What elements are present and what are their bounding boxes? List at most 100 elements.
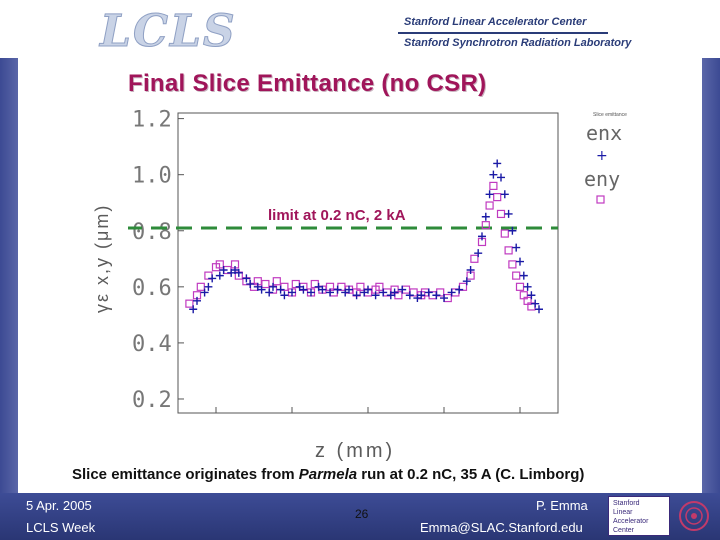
enx-point: [485, 190, 494, 199]
eny-point: [508, 260, 517, 269]
plot-frame: [177, 112, 559, 414]
enx-point: [500, 190, 509, 199]
ssrl-label: Stanford Synchrotron Radiation Laborator…: [404, 37, 632, 49]
slac-badge: Stanford Linear Accelerator Center: [608, 496, 670, 536]
enx-point: [489, 170, 498, 179]
eny-point: [196, 282, 205, 291]
enx-point: [504, 209, 513, 218]
enx-point: [432, 291, 441, 300]
lcls-logo: LCLS: [100, 6, 237, 58]
legend-header: Slice emittance: [593, 112, 627, 118]
slide-caption: Slice emittance originates from Parmela …: [72, 466, 584, 483]
enx-point: [379, 288, 388, 297]
eny-point: [481, 221, 490, 230]
y-axis-ticks: 1.2 1.0 0.8 0.6 0.4 0.2: [132, 108, 184, 413]
footer-event: LCLS Week: [26, 520, 96, 535]
enx-point: [189, 305, 198, 314]
slac-swirl-icon: [679, 501, 709, 531]
x-axis-label: z (mm): [315, 440, 396, 462]
slide-title: Final Slice Emittance (no CSR): [128, 70, 487, 97]
enx-point: [390, 288, 399, 297]
enx-point: [299, 285, 308, 294]
enx-point: [516, 257, 524, 266]
footer-date: 5 Apr. 2005: [26, 498, 92, 513]
y-tick-label: 0.8: [132, 220, 172, 245]
enx-point: [364, 285, 372, 294]
enx-point: [497, 173, 505, 182]
legend-enx-marker: +: [596, 148, 608, 164]
slac-label: Stanford Linear Accelerator Center: [404, 16, 587, 28]
y-axis-label: γε x,y (μm): [92, 203, 112, 313]
slide-footer: 5 Apr. 2005 LCLS Week 26 P. Emma Emma@SL…: [0, 493, 720, 540]
legend: Slice emittance enx + eny: [584, 112, 627, 204]
slide-header: LCLS Stanford Linear Accelerator Center …: [0, 0, 720, 58]
enx-point: [527, 291, 536, 300]
y-tick-label: 0.2: [132, 388, 172, 413]
eny-point: [512, 271, 521, 280]
enx-point: [535, 305, 543, 314]
enx-point: [493, 159, 502, 168]
enx-point: [531, 299, 540, 308]
limit-annotation: limit at 0.2 nC, 2 kA: [268, 207, 406, 224]
left-frame-band: [0, 58, 18, 540]
enx-point: [512, 243, 521, 252]
enx-point: [242, 274, 251, 283]
eny-point: [215, 260, 224, 269]
legend-eny-label: eny: [584, 167, 620, 191]
enx-point: [208, 274, 217, 283]
enx-point: [481, 212, 490, 221]
enx-point: [440, 294, 448, 303]
enx-point: [398, 285, 407, 294]
enx-point: [246, 280, 255, 289]
y-tick-label: 1.0: [132, 164, 172, 189]
enx-point: [219, 266, 228, 275]
enx-point: [447, 288, 456, 297]
enx-point: [424, 288, 433, 297]
enx-point: [280, 291, 289, 300]
eny-point: [504, 246, 513, 255]
enx-point: [508, 226, 517, 235]
enx-point: [307, 288, 315, 297]
enx-point: [474, 249, 483, 258]
enx-point: [257, 285, 266, 294]
enx-point: [462, 277, 471, 286]
badge-line2: Linear: [613, 509, 633, 516]
eny-point: [356, 282, 365, 291]
x-axis-ticks: [215, 407, 521, 413]
series-enx: [189, 159, 543, 314]
caption-prefix: Slice emittance originates from: [72, 466, 299, 483]
enx-point: [265, 288, 274, 297]
eny-point: [515, 282, 525, 291]
enx-point: [345, 285, 353, 294]
eny-point: [496, 209, 506, 219]
eny-point: [261, 279, 270, 289]
enx-point: [234, 268, 243, 277]
eny-point: [470, 254, 479, 263]
right-frame-band: [702, 58, 720, 540]
enx-point: [405, 291, 414, 300]
eny-point: [489, 181, 498, 190]
y-tick-label: 0.6: [132, 276, 172, 301]
y-tick-label: 1.2: [132, 108, 172, 133]
eny-point: [485, 201, 494, 210]
enx-point: [200, 288, 209, 297]
eny-point: [500, 229, 509, 238]
eny-point: [493, 193, 502, 202]
badge-line4: Center: [613, 527, 635, 534]
emittance-chart: 1.2 1.0 0.8 0.6 0.4 0.2 limit at 0.2 nC, 2 kA…: [128, 108, 627, 414]
legend-eny-marker: [596, 195, 605, 204]
enx-point: [333, 285, 342, 294]
enx-point: [204, 282, 213, 291]
page-number: 26: [355, 507, 369, 521]
enx-point: [326, 288, 334, 297]
badge-line1: Stanford: [613, 500, 640, 507]
eny-point: [185, 299, 194, 308]
y-tick-label: 0.4: [132, 332, 172, 357]
badge-line3: Accelerator: [613, 518, 649, 525]
caption-suffix: run at 0.2 nC, 35 A (C. Limborg): [357, 466, 585, 483]
enx-point: [193, 296, 201, 305]
enx-point: [276, 285, 285, 294]
footer-email: Emma@SLAC.Stanford.edu: [420, 520, 583, 535]
header-divider: [398, 32, 608, 34]
enx-point: [318, 285, 327, 294]
